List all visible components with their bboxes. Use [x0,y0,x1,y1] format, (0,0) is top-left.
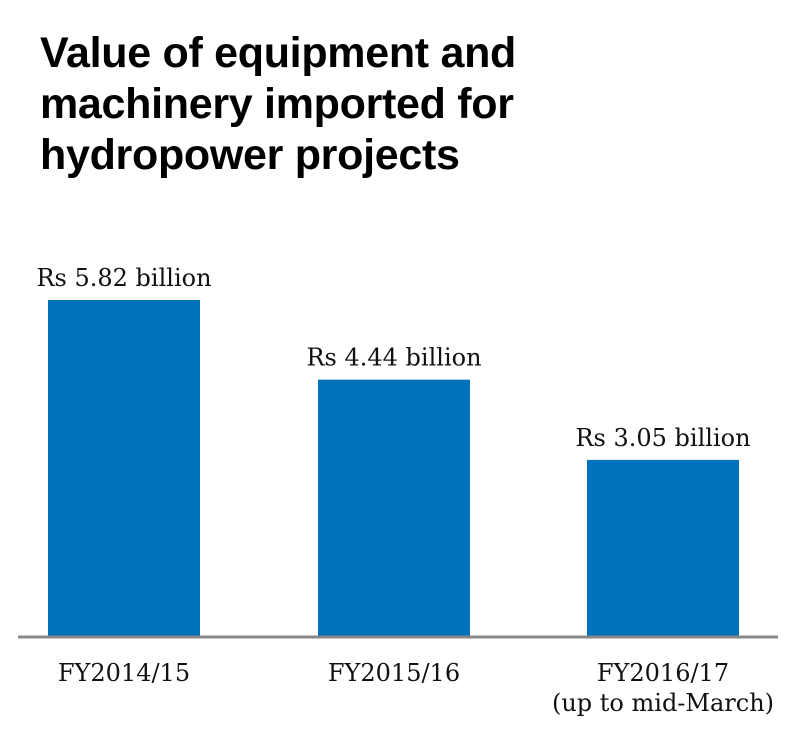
chart-title: Value of equipment and machinery importe… [40,28,516,181]
x-tick-label: FY2015/16 [328,659,460,687]
x-tick-label: (up to mid-March) [552,689,774,717]
data-label: Rs 3.05 billion [575,424,750,452]
bar [587,459,739,636]
title-line-2: machinery imported for [40,80,514,128]
bar [318,379,470,636]
x-tick-label: FY2016/17 [597,659,729,687]
title-line-1: Value of equipment and [40,29,517,77]
x-tick-label: FY2014/15 [58,659,190,687]
bar [48,300,200,636]
title-line-3: hydropower projects [40,131,460,179]
data-label: Rs 4.44 billion [306,344,481,372]
data-label: Rs 5.82 billion [36,264,211,292]
